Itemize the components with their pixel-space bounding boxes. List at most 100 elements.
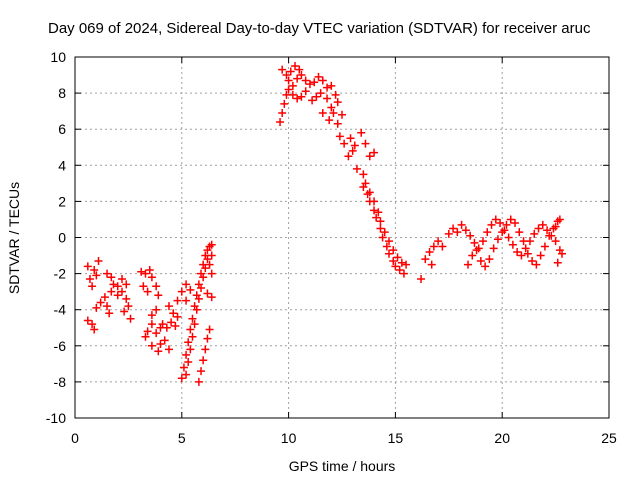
data-point (316, 89, 325, 98)
data-point (167, 318, 176, 327)
data-point (530, 229, 539, 238)
data-point (506, 215, 515, 224)
data-point (122, 294, 131, 303)
data-point (534, 224, 543, 233)
data-point (284, 76, 293, 85)
data-point (117, 275, 126, 284)
data-point (186, 345, 195, 354)
data-point (340, 139, 349, 148)
x-axis-label: GPS time / hours (289, 458, 396, 474)
data-point (389, 246, 398, 255)
data-point (515, 228, 524, 237)
data-point (152, 282, 161, 291)
data-point (164, 345, 173, 354)
data-point (466, 231, 475, 240)
y-tick-label: 6 (58, 121, 66, 137)
data-point (511, 219, 520, 228)
data-point (288, 81, 297, 90)
data-point (152, 305, 161, 314)
data-point (361, 179, 370, 188)
data-point (192, 305, 201, 314)
data-point (489, 244, 498, 253)
data-point (348, 146, 357, 155)
data-point (378, 233, 387, 242)
data-point (188, 332, 197, 341)
data-point (523, 249, 532, 258)
data-point (100, 293, 109, 302)
data-point (141, 269, 150, 278)
x-tick-label: 5 (178, 430, 186, 446)
data-point (92, 271, 101, 280)
data-point (425, 247, 434, 256)
data-point (318, 108, 327, 117)
data-point (359, 170, 368, 179)
data-point (380, 228, 389, 237)
data-point (314, 72, 323, 81)
data-point (365, 152, 374, 161)
data-point (370, 197, 379, 206)
data-point (137, 267, 146, 276)
data-point (284, 85, 293, 94)
data-point (487, 220, 496, 229)
data-point (276, 117, 285, 126)
data-point (164, 302, 173, 311)
data-point (553, 258, 562, 267)
data-point (350, 141, 359, 150)
data-point (376, 217, 385, 226)
data-point (105, 309, 114, 318)
data-point (177, 374, 186, 383)
data-point (207, 251, 216, 260)
grid-lines (75, 57, 609, 418)
data-point (199, 273, 208, 282)
data-point (117, 287, 126, 296)
data-point (152, 329, 161, 338)
data-point (113, 282, 122, 291)
data-point (551, 237, 560, 246)
data-point (372, 213, 381, 222)
data-point (182, 350, 191, 359)
data-point (370, 206, 379, 215)
data-point (184, 338, 193, 347)
data-point (92, 303, 101, 312)
data-point (434, 237, 443, 246)
data-point (365, 188, 374, 197)
data-point (143, 287, 152, 296)
data-point (329, 108, 338, 117)
data-point (154, 291, 163, 300)
data-point (468, 251, 477, 260)
data-point (83, 316, 92, 325)
data-point (154, 347, 163, 356)
y-tick-label: -4 (54, 302, 67, 318)
data-point (186, 285, 195, 294)
data-point (384, 237, 393, 246)
data-point (449, 224, 458, 233)
data-point (513, 247, 522, 256)
data-point (370, 148, 379, 157)
data-point (147, 341, 156, 350)
y-tick-label: 0 (58, 230, 66, 246)
data-point (295, 65, 304, 74)
data-point (107, 273, 116, 282)
y-tick-label: -8 (54, 374, 67, 390)
data-point (395, 265, 404, 274)
data-point (201, 345, 210, 354)
data-point (393, 253, 402, 262)
data-point (201, 264, 210, 273)
data-point (464, 260, 473, 269)
data-point (207, 269, 216, 278)
data-point (182, 370, 191, 379)
data-point (88, 320, 97, 329)
chart-title: Day 069 of 2024, Sidereal Day-to-day VTE… (48, 20, 591, 37)
data-point (83, 262, 92, 271)
data-points (83, 62, 567, 386)
data-point (558, 249, 567, 258)
data-point (323, 83, 332, 92)
y-tick-label: -2 (54, 266, 67, 282)
data-point (540, 242, 549, 251)
data-point (538, 220, 547, 229)
data-point (122, 280, 131, 289)
data-point (551, 222, 560, 231)
data-point (470, 238, 479, 247)
data-point (197, 284, 206, 293)
